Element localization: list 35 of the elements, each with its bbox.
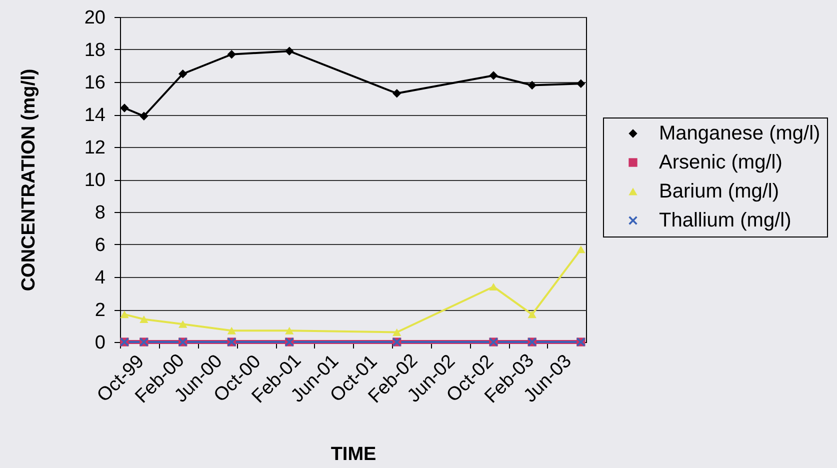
y-tick-label: 18: [84, 40, 106, 61]
point: [489, 283, 498, 290]
point: [489, 71, 498, 80]
y-tick-label: 4: [94, 268, 106, 288]
point: [140, 316, 148, 323]
point: [178, 320, 188, 328]
y-tick-label: 8: [94, 202, 106, 224]
point: [227, 50, 236, 59]
point: [120, 104, 129, 112]
y-tick-label: 12: [84, 138, 106, 158]
point: [528, 80, 536, 90]
legend-label: Arsenic (mg/l): [659, 152, 782, 174]
y-tick-label: 0: [94, 332, 106, 354]
y-tick-label: 14: [84, 105, 106, 126]
y-tick-label: 10: [84, 170, 106, 191]
point: [140, 112, 148, 120]
legend-label: Manganese (mg/l): [659, 122, 820, 144]
y-axis-title: CONCENTRATION (mg/l): [18, 68, 40, 292]
point: [392, 328, 402, 336]
point: [392, 89, 402, 98]
point: [285, 326, 294, 334]
y-tick-label: 16: [84, 72, 106, 94]
legend-label: Barium (mg/l): [659, 180, 780, 202]
point: [528, 310, 536, 318]
point: [178, 70, 188, 78]
point: [576, 79, 586, 88]
point: [285, 46, 294, 56]
point: [120, 310, 129, 318]
point: [576, 246, 586, 254]
x-axis-title: TIME: [330, 444, 376, 465]
legend-label: Thallium (mg/l): [659, 210, 792, 232]
y-tick-label: 20: [84, 8, 106, 28]
point: [227, 326, 236, 334]
y-tick-label: 6: [94, 235, 106, 256]
y-tick-label: 2: [94, 300, 106, 321]
